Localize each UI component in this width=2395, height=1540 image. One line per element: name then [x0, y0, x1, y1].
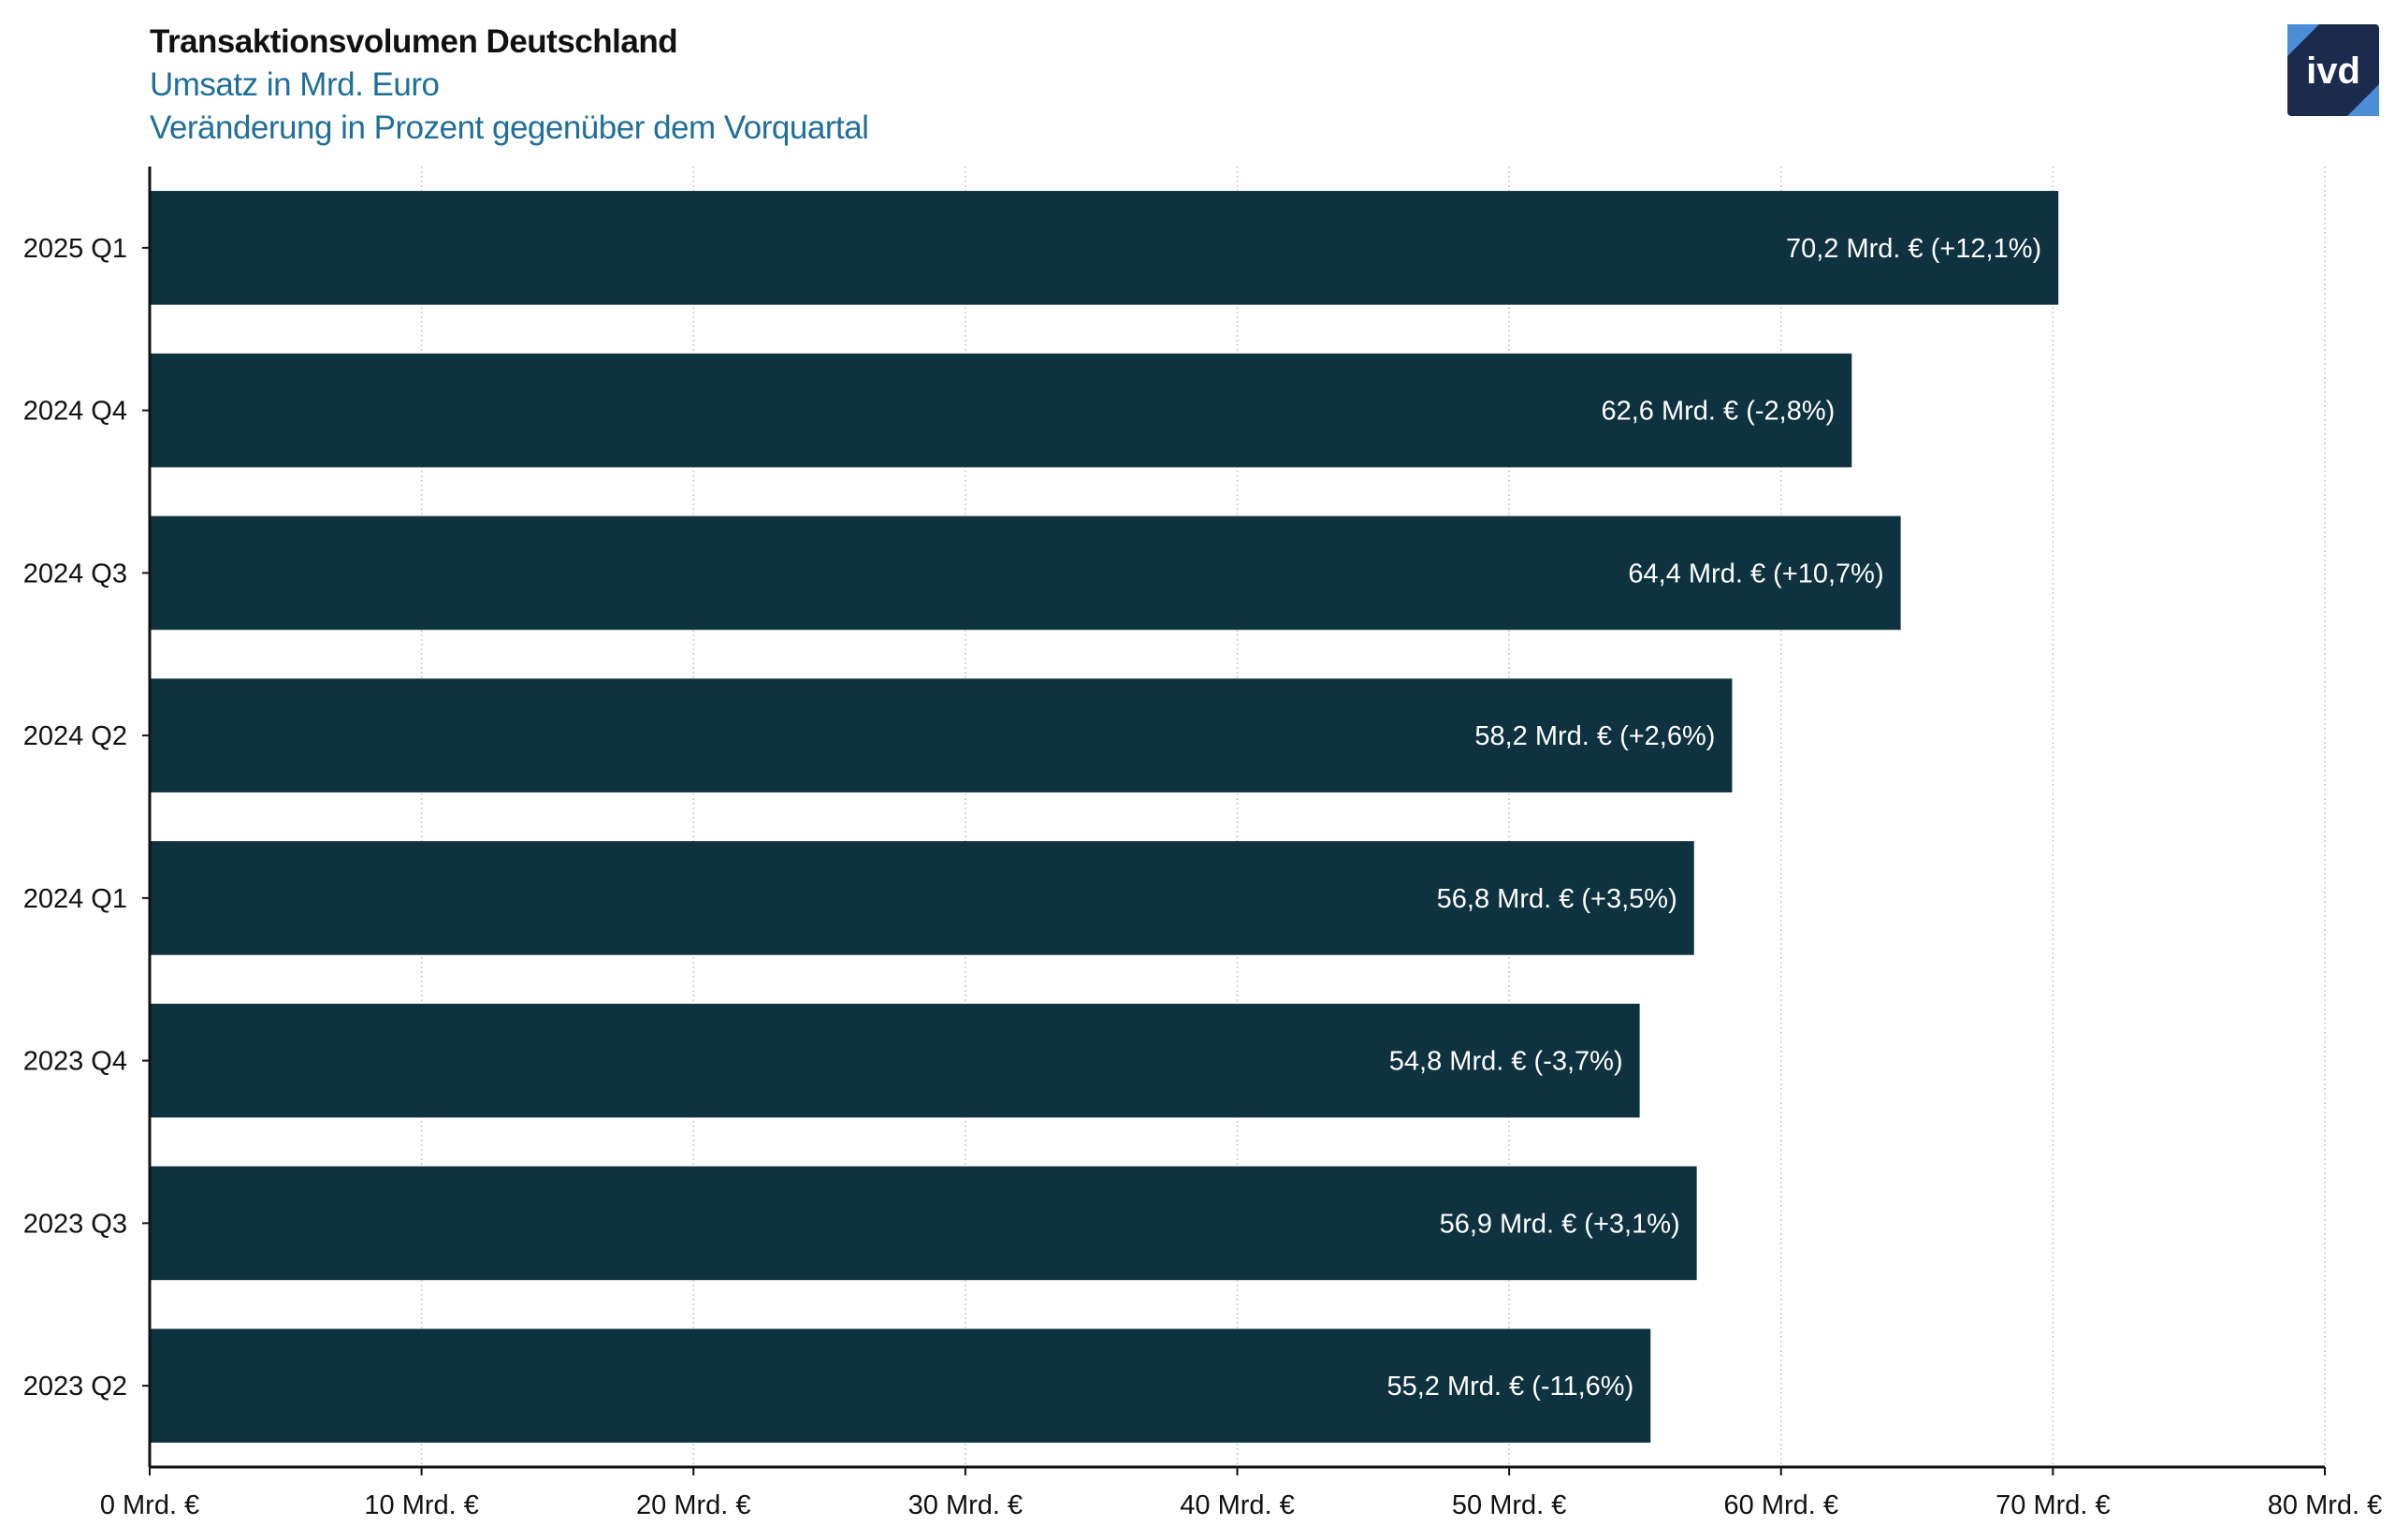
- ivd-logo-graphic: ivd: [2287, 24, 2379, 116]
- bar-data-label: 56,9 Mrd. € (+3,1%): [1440, 1209, 1680, 1239]
- x-tick-label: 20 Mrd. €: [636, 1490, 751, 1520]
- x-tick-label: 80 Mrd. €: [2268, 1490, 2383, 1520]
- bar: [150, 1003, 1640, 1118]
- bar: [150, 1166, 1697, 1281]
- x-tick-label: 70 Mrd. €: [1996, 1490, 2111, 1520]
- logo-accent-bottom: [2347, 84, 2379, 116]
- bar-data-label: 54,8 Mrd. € (-3,7%): [1389, 1047, 1623, 1077]
- y-tick-label: 2023 Q4: [23, 1047, 127, 1077]
- logo-text: ivd: [2306, 51, 2360, 92]
- bars: [150, 191, 2059, 1443]
- x-tick-label: 0 Mrd. €: [100, 1490, 199, 1520]
- bar: [150, 516, 1901, 631]
- x-tick-label: 60 Mrd. €: [1724, 1490, 1839, 1520]
- x-tick-label: 50 Mrd. €: [1452, 1490, 1567, 1520]
- bar-data-label: 58,2 Mrd. € (+2,6%): [1474, 721, 1715, 751]
- y-tick-label: 2024 Q4: [23, 397, 127, 427]
- bar: [150, 841, 1694, 955]
- y-tick-label: 2023 Q2: [23, 1372, 127, 1402]
- bar: [150, 191, 2059, 305]
- chart-subtitle-unit: Umsatz in Mrd. Euro: [150, 66, 440, 103]
- labels: 70,2 Mrd. € (+12,1%) 2025 Q1 62,6 Mrd. € (…: [23, 234, 2383, 1520]
- x-tick-label: 40 Mrd. €: [1180, 1490, 1295, 1520]
- chart-header: Transaktionsvolumen Deutschland Umsatz i…: [150, 21, 869, 150]
- y-tick-label: 2025 Q1: [23, 234, 127, 264]
- bar-data-label: 64,4 Mrd. € (+10,7%): [1628, 559, 1883, 588]
- bar: [150, 678, 1733, 792]
- logo-background: [2287, 24, 2379, 116]
- x-tick-label: 30 Mrd. €: [908, 1490, 1023, 1520]
- x-tick-label: 10 Mrd. €: [364, 1490, 479, 1520]
- y-tick-label: 2023 Q3: [23, 1209, 127, 1239]
- bar: [150, 353, 1852, 468]
- axes: [142, 167, 2326, 1475]
- bar: [150, 1329, 1651, 1443]
- y-tick-label: 2024 Q1: [23, 884, 127, 914]
- bar-data-label: 62,6 Mrd. € (-2,8%): [1601, 397, 1835, 427]
- bar-data-label: 70,2 Mrd. € (+12,1%): [1786, 234, 2041, 264]
- bar-data-label: 56,8 Mrd. € (+3,5%): [1437, 884, 1677, 914]
- logo-accent-top: [2287, 24, 2319, 56]
- ivd-logo-icon: ivd: [2287, 24, 2379, 116]
- chart-title: Transaktionsvolumen Deutschland: [150, 23, 678, 60]
- chart-subtitle-change: Veränderung in Prozent gegenüber dem Vor…: [150, 109, 869, 146]
- bar-data-label: 55,2 Mrd. € (-11,6%): [1386, 1372, 1633, 1402]
- y-tick-label: 2024 Q2: [23, 721, 127, 751]
- y-tick-label: 2024 Q3: [23, 559, 127, 588]
